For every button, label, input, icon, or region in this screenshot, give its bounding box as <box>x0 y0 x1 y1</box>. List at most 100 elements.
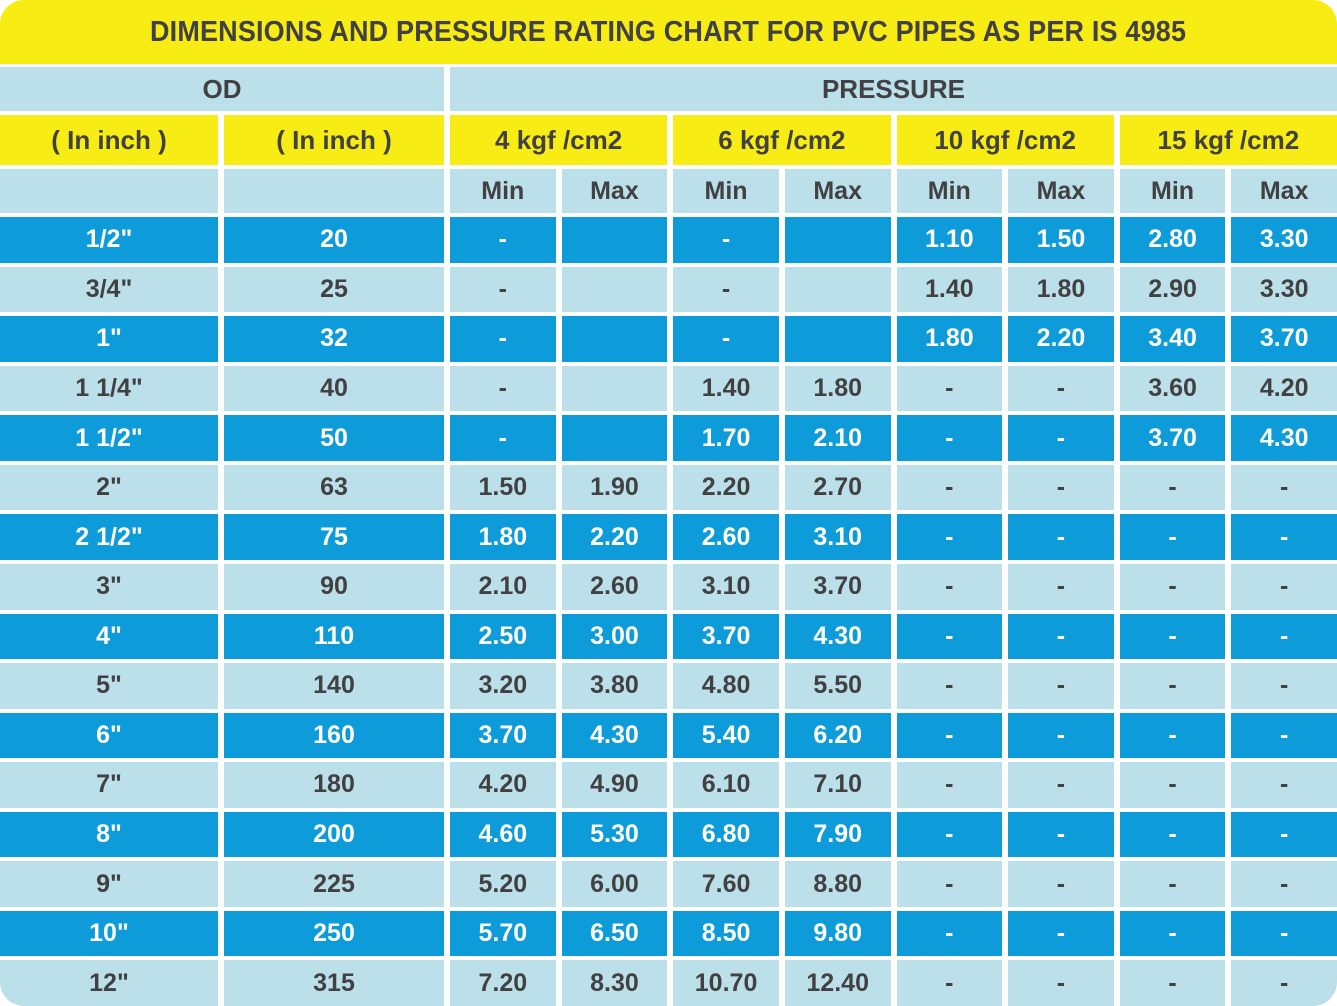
subheader-10kgf: 10 kgf /cm2 <box>896 115 1114 165</box>
table-cell: 1.80 <box>450 514 556 560</box>
table-cell: 5.50 <box>784 663 891 709</box>
table-cell: 3/4" <box>0 266 218 313</box>
table-cell: 5.30 <box>561 811 668 858</box>
table-cell: 2.70 <box>784 464 891 511</box>
table-cell: - <box>1119 663 1226 709</box>
table-cell: 1.50 <box>450 464 556 511</box>
table-cell: 200 <box>224 811 444 858</box>
table-cell: 5.40 <box>673 712 779 759</box>
table-cell: 2.80 <box>1119 217 1226 263</box>
table-cell: 1.80 <box>1008 266 1114 313</box>
table-cell: 10.70 <box>673 960 779 1006</box>
table-cell: 160 <box>224 712 444 759</box>
table-cell: - <box>450 266 556 313</box>
table-cell: - <box>1231 514 1337 560</box>
table-cell: - <box>1231 613 1337 660</box>
table-cell: - <box>1008 861 1114 907</box>
table-cell: - <box>1008 762 1114 808</box>
table-cell: - <box>896 464 1003 511</box>
table-cell: 3.20 <box>450 663 556 709</box>
minmax-blank-mm <box>224 169 444 213</box>
table-cell: 3.30 <box>1231 217 1337 263</box>
table-cell: 10" <box>0 910 218 957</box>
table-cell: 6.50 <box>561 910 668 957</box>
table-cell: 9" <box>0 861 218 907</box>
table-cell: 3" <box>0 563 218 610</box>
table-cell: - <box>1008 811 1114 858</box>
table-cell: 6.20 <box>784 712 891 759</box>
table-cell: 8.30 <box>561 960 668 1006</box>
table-cell <box>561 217 668 263</box>
table-cell: - <box>1231 811 1337 858</box>
table-cell: 2" <box>0 464 218 511</box>
table-cell: - <box>896 365 1003 412</box>
table-cell: 3.70 <box>1231 316 1337 362</box>
table-cell: - <box>1119 960 1226 1006</box>
table-cell: - <box>1008 365 1114 412</box>
table-cell: - <box>896 811 1003 858</box>
table-cell: - <box>1008 514 1114 560</box>
table-cell: - <box>1119 464 1226 511</box>
table-cell: 12" <box>0 960 218 1006</box>
table-cell: 7" <box>0 762 218 808</box>
column-group-od: OD <box>0 67 444 111</box>
table-cell: 3.10 <box>784 514 891 560</box>
table-cell: - <box>1008 415 1114 461</box>
subheader-6kgf: 6 kgf /cm2 <box>673 115 891 165</box>
table-cell: 75 <box>224 514 444 560</box>
table-cell: - <box>1119 712 1226 759</box>
table-cell: 1.40 <box>896 266 1003 313</box>
table-cell: 3.30 <box>1231 266 1337 313</box>
minmax-4kgf-max: Max <box>561 169 668 213</box>
table-cell: 315 <box>224 960 444 1006</box>
subheader-od-inch: ( In inch ) <box>0 115 218 165</box>
table-cell: 1.70 <box>673 415 779 461</box>
table-cell: 225 <box>224 861 444 907</box>
table-cell: 3.70 <box>673 613 779 660</box>
minmax-6kgf-max: Max <box>784 169 891 213</box>
table-cell: 1/2" <box>0 217 218 263</box>
table-cell: 63 <box>224 464 444 511</box>
table-cell: 9.80 <box>784 910 891 957</box>
table-cell: 2.20 <box>561 514 668 560</box>
table-cell: - <box>1119 910 1226 957</box>
table-cell: 4.60 <box>450 811 556 858</box>
table-cell: 8.80 <box>784 861 891 907</box>
table-cell: 1" <box>0 316 218 362</box>
table-cell: - <box>896 613 1003 660</box>
table-cell: 3.70 <box>784 563 891 610</box>
table-cell: - <box>673 217 779 263</box>
table-cell: - <box>1119 613 1226 660</box>
table-cell: 1.50 <box>1008 217 1114 263</box>
table-cell: 1.90 <box>561 464 668 511</box>
table-cell: 2 1/2" <box>0 514 218 560</box>
table-cell: - <box>673 316 779 362</box>
table-cell: - <box>896 514 1003 560</box>
table-cell: 3.00 <box>561 613 668 660</box>
table-cell: - <box>1231 712 1337 759</box>
table-cell: 2.60 <box>673 514 779 560</box>
table-cell: 180 <box>224 762 444 808</box>
table-cell: - <box>1119 514 1226 560</box>
table-cell: - <box>1231 762 1337 808</box>
table-cell: - <box>896 960 1003 1006</box>
table-cell: 5.70 <box>450 910 556 957</box>
table-cell: 12.40 <box>784 960 891 1006</box>
table-cell: 4.30 <box>1231 415 1337 461</box>
table-cell: 6.10 <box>673 762 779 808</box>
table-cell: - <box>1008 712 1114 759</box>
table-cell: 2.10 <box>450 563 556 610</box>
table-cell: 6.80 <box>673 811 779 858</box>
table-cell: 50 <box>224 415 444 461</box>
table-cell: 40 <box>224 365 444 412</box>
table-cell: 2.20 <box>673 464 779 511</box>
table-cell: - <box>1119 762 1226 808</box>
table-cell: 6" <box>0 712 218 759</box>
table-cell: - <box>896 762 1003 808</box>
table-cell: 4" <box>0 613 218 660</box>
table-cell: - <box>1231 960 1337 1006</box>
table-cell: - <box>1008 613 1114 660</box>
subheader-4kgf: 4 kgf /cm2 <box>450 115 668 165</box>
table-cell: - <box>450 365 556 412</box>
table-cell: - <box>1231 563 1337 610</box>
